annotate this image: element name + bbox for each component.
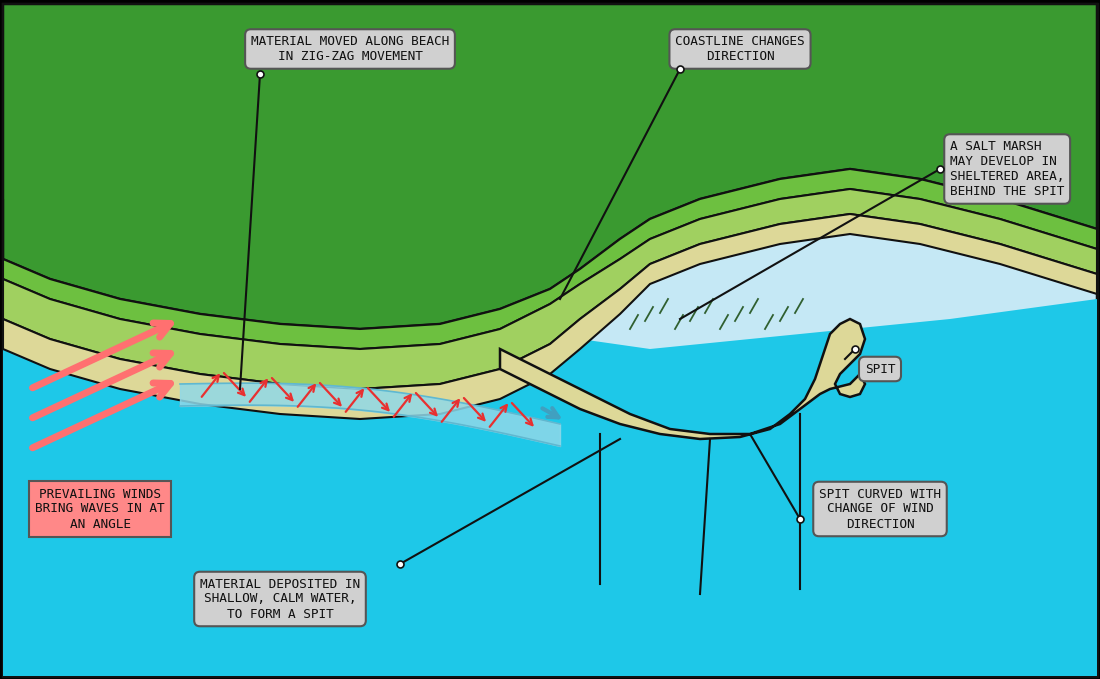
Polygon shape: [3, 169, 1097, 349]
Polygon shape: [3, 299, 1097, 676]
Polygon shape: [3, 214, 1097, 419]
Text: PREVAILING WINDS
BRING WAVES IN AT
AN ANGLE: PREVAILING WINDS BRING WAVES IN AT AN AN…: [35, 488, 165, 530]
Text: SPIT CURVED WITH
CHANGE OF WIND
DIRECTION: SPIT CURVED WITH CHANGE OF WIND DIRECTIO…: [820, 488, 940, 530]
Text: A SALT MARSH
MAY DEVELOP IN
SHELTERED AREA,
BEHIND THE SPIT: A SALT MARSH MAY DEVELOP IN SHELTERED AR…: [950, 140, 1065, 198]
Text: COASTLINE CHANGES
DIRECTION: COASTLINE CHANGES DIRECTION: [675, 35, 805, 63]
Text: SPIT: SPIT: [865, 363, 895, 375]
Text: MATERIAL DEPOSITED IN
SHALLOW, CALM WATER,
TO FORM A SPIT: MATERIAL DEPOSITED IN SHALLOW, CALM WATE…: [200, 578, 360, 621]
Polygon shape: [3, 189, 1097, 389]
Polygon shape: [500, 319, 865, 439]
Polygon shape: [3, 4, 1097, 329]
Text: MATERIAL MOVED ALONG BEACH
IN ZIG-ZAG MOVEMENT: MATERIAL MOVED ALONG BEACH IN ZIG-ZAG MO…: [251, 35, 449, 63]
